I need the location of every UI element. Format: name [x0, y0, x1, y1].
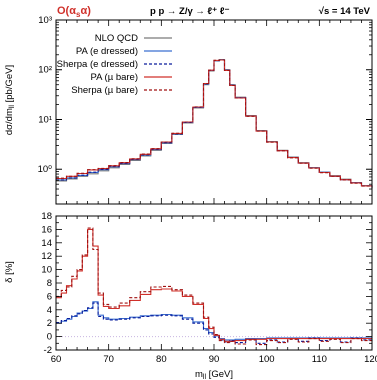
- bottom-panel: -2 0 2 4 6 8 10 12 14 16 18 60 70 80 90 100 110 120 δ [%…: [4, 211, 377, 380]
- top-y-axis-title: dσ/dmll [pb/GeV]: [4, 65, 16, 135]
- bottom-y-tick-label: -2: [44, 345, 52, 356]
- bottom-plot-frame: [55, 215, 373, 351]
- x-tick-label: 70: [103, 354, 114, 365]
- legend-label: PA (e dressed): [76, 46, 138, 57]
- x-tick-label: 60: [51, 354, 62, 365]
- x-tick-label: 120: [364, 354, 377, 365]
- x-tick-label: 100: [259, 354, 275, 365]
- legend-label: PA (µ bare): [90, 72, 138, 83]
- bottom-y-tick-label: 8: [47, 278, 52, 289]
- bottom-y-tick-label: 12: [41, 251, 52, 262]
- bottom-y-tick-label: 14: [41, 238, 52, 249]
- bottom-series-pa-mu-bare: [56, 228, 372, 342]
- bottom-series-sherpa-mu-bare: [56, 227, 373, 346]
- legend-entry-pa-e-dressed: PA (e dressed): [76, 46, 172, 57]
- legend-entry-sherpa-mu-bare: Sherpa (µ bare): [71, 85, 172, 96]
- bottom-y-tick-label: 0: [47, 332, 52, 343]
- top-series-group: [56, 59, 373, 189]
- bottom-y-tick-label: 16: [41, 224, 52, 235]
- legend: NLO QCD PA (e dressed) Sherpa (e dressed) P…: [57, 33, 172, 96]
- bottom-y-tick-label: 10: [41, 265, 52, 276]
- process-label: p p → Z/γ → ℓ⁺ ℓ⁻: [150, 6, 229, 17]
- top-plot-frame: [55, 19, 373, 205]
- top-y-tick-label: 10¹: [38, 114, 52, 125]
- legend-label: NLO QCD: [95, 33, 138, 44]
- legend-entry-nlo-qcd: NLO QCD: [95, 33, 172, 44]
- order-label: O(αsα): [57, 5, 91, 19]
- x-tick-label: 110: [312, 354, 327, 365]
- x-tick-label: 80: [156, 354, 167, 365]
- legend-entry-pa-mu-bare: PA (µ bare): [90, 72, 172, 83]
- bottom-series-group: [56, 227, 373, 346]
- energy-label: √s = 14 TeV: [319, 6, 371, 17]
- top-panel: O(αsα) p p → Z/γ → ℓ⁺ ℓ⁻ √s = 14 TeV 10⁰…: [4, 5, 373, 205]
- top-y-axis: 10⁰ 10¹ 10² 10³: [38, 15, 372, 205]
- bottom-y-tick-label: 4: [47, 305, 52, 316]
- top-y-tick-label: 10³: [38, 15, 52, 26]
- x-axis-title: mll [GeV]: [195, 369, 233, 380]
- top-y-tick-label: 10²: [38, 65, 52, 76]
- legend-label: Sherpa (e dressed): [57, 59, 138, 70]
- bottom-y-tick-label: 6: [47, 291, 52, 302]
- top-series-sherpa-mu-bare: [56, 59, 373, 189]
- bottom-y-tick-label: 18: [41, 211, 52, 222]
- bottom-y-axis-title: δ [%]: [4, 261, 15, 283]
- legend-label: Sherpa (µ bare): [71, 85, 138, 96]
- top-y-tick-label: 10⁰: [38, 164, 53, 175]
- x-tick-label: 90: [209, 354, 220, 365]
- legend-entry-sherpa-e-dressed: Sherpa (e dressed): [57, 59, 172, 70]
- bottom-y-tick-label: 2: [47, 318, 52, 329]
